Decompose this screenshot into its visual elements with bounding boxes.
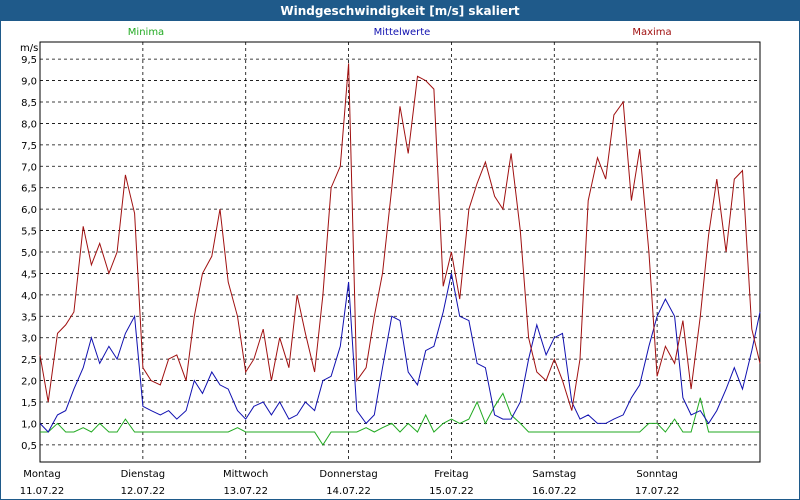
x-tick-weekday: Montag [23, 469, 60, 480]
y-tick-label: 4,5 [21, 269, 37, 280]
x-tick-date: 11.07.22 [20, 486, 65, 497]
y-tick-label: 7,5 [21, 141, 37, 152]
y-tick-label: 9,5 [21, 55, 37, 66]
chart-title: Windgeschwindigkeit [m/s] skaliert [1, 1, 799, 21]
y-tick-label: 8,5 [21, 98, 37, 109]
x-tick-weekday: Mittwoch [223, 469, 268, 480]
y-tick-label: 6,5 [21, 184, 37, 195]
x-tick-date: 14.07.22 [326, 486, 371, 497]
series-line-maxima [39, 63, 761, 411]
series-line-mittelwerte [39, 273, 761, 433]
x-tick-weekday: Samstag [532, 469, 576, 480]
y-tick-label: 7,0 [21, 162, 37, 173]
x-tick-weekday: Freitag [434, 469, 468, 480]
legend-label-mittelwerte: Mittelwerte [374, 27, 431, 38]
x-tick-date: 15.07.22 [429, 486, 474, 497]
series-line-minima [40, 392, 760, 446]
y-tick-label: 8,0 [21, 119, 37, 130]
x-tick-date: 12.07.22 [121, 486, 166, 497]
y-tick-label: 3,5 [21, 312, 37, 323]
y-tick-label: 5,5 [21, 227, 37, 238]
x-tick-date: 16.07.22 [532, 486, 577, 497]
y-tick-label: 0,5 [21, 441, 37, 452]
y-tick-label: 1,0 [21, 419, 37, 430]
y-tick-label: 9,0 [21, 77, 37, 88]
y-tick-label: 6,0 [21, 205, 37, 216]
x-tick-weekday: Dienstag [121, 469, 166, 480]
legend-label-maxima: Maxima [632, 27, 671, 38]
y-tick-label: 4,0 [21, 291, 37, 302]
x-tick-date: 13.07.22 [223, 486, 268, 497]
x-tick-weekday: Sonntag [636, 469, 678, 480]
y-tick-label: 5,0 [21, 248, 37, 259]
y-axis-label: m/s [20, 43, 38, 54]
y-tick-label: 1,5 [21, 398, 37, 409]
x-tick-date: 17.07.22 [635, 486, 680, 497]
y-tick-label: 3,0 [21, 334, 37, 345]
legend-label-minima: Minima [128, 27, 164, 38]
y-tick-label: 2,0 [21, 377, 37, 388]
x-tick-weekday: Donnerstag [319, 469, 377, 480]
y-tick-label: 2,5 [21, 355, 37, 366]
